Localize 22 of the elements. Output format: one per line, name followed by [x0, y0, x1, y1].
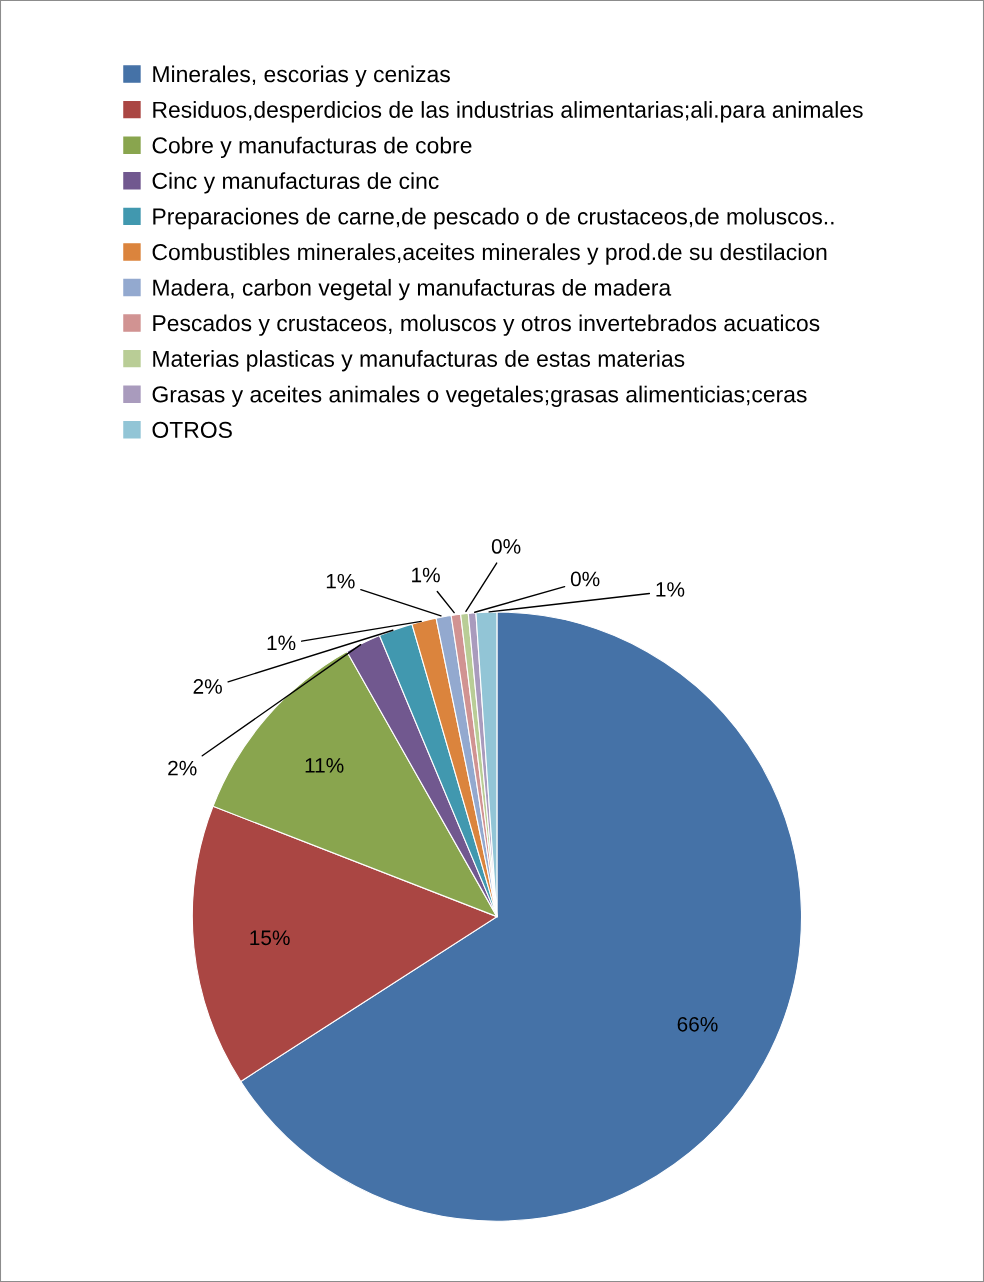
- data-label: 0%: [491, 539, 521, 554]
- legend-label: Materias plasticas y manufacturas de estas materias: [153, 350, 685, 372]
- legend-label: Residuos,desperdicios de las industrias alimentarias;ali.para animales: [153, 101, 863, 123]
- data-label: 1%: [267, 635, 296, 651]
- legend-label: Preparaciones de carne,de pescado o de crustaceos,de moluscos..: [153, 207, 834, 230]
- legend-label: Combustibles minerales,aceites minerales y prod.de su destilacion: [152, 243, 827, 265]
- legend-label: Madera, carbon vegetal y manufacturas de madera: [153, 278, 672, 301]
- data-label: 1%: [326, 573, 355, 589]
- data-label: 2%: [193, 679, 222, 694]
- data-label: 15%: [250, 930, 290, 946]
- legend-label: Pescados y crustaceos, moluscos y otros invertebrados acuaticos: [153, 314, 820, 336]
- data-label: 1%: [412, 567, 440, 583]
- data-label: 0%: [570, 571, 600, 587]
- data-label: 2%: [168, 760, 197, 776]
- data-label: 11%: [305, 758, 344, 773]
- legend-label: Cobre y manufacturas de cobre: [152, 136, 472, 158]
- legend-label: Minerales, escorias y cenizas: [153, 65, 450, 87]
- data-label: 66%: [677, 1016, 718, 1032]
- legend-label: Grasas y aceites animales o vegetales;grasas alimenticias;ceras: [152, 385, 807, 407]
- legend-label: Cinc y manufacturas de cinc: [152, 172, 439, 194]
- legend-label: OTROS: [152, 421, 232, 439]
- data-label: 1%: [656, 582, 685, 597]
